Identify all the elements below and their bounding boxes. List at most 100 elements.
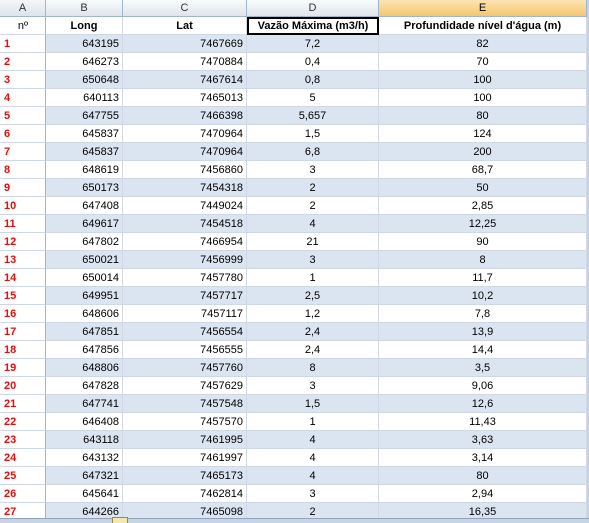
cell-profundidade[interactable]: 100	[379, 71, 587, 89]
cell-profundidade[interactable]: 68,7	[379, 161, 587, 179]
row-number[interactable]: 13	[0, 251, 46, 269]
cell-vazao[interactable]: 0,4	[247, 53, 379, 71]
row-number[interactable]: 1	[0, 35, 46, 53]
row-number[interactable]: 16	[0, 305, 46, 323]
cell-long[interactable]: 647802	[46, 233, 123, 251]
cell-profundidade[interactable]: 2,94	[379, 485, 587, 503]
row-number[interactable]: 14	[0, 269, 46, 287]
cell-profundidade[interactable]: 9,06	[379, 377, 587, 395]
cell-long[interactable]: 647408	[46, 197, 123, 215]
cell-vazao[interactable]: 0,8	[247, 71, 379, 89]
row-number[interactable]: 23	[0, 431, 46, 449]
cell-profundidade[interactable]: 80	[379, 467, 587, 485]
cell-profundidade[interactable]: 70	[379, 53, 587, 71]
cell-vazao[interactable]: 6,8	[247, 143, 379, 161]
cell-vazao[interactable]: 4	[247, 215, 379, 233]
cell-vazao[interactable]: 1,5	[247, 125, 379, 143]
header-cell-profundidade[interactable]: Profundidade nível d'água (m)	[379, 17, 587, 35]
cell-lat[interactable]: 7466954	[123, 233, 247, 251]
cell-lat[interactable]: 7470964	[123, 143, 247, 161]
row-number[interactable]: 25	[0, 467, 46, 485]
cell-vazao[interactable]: 3	[247, 161, 379, 179]
cell-lat[interactable]: 7449024	[123, 197, 247, 215]
cell-lat[interactable]: 7467669	[123, 35, 247, 53]
cell-profundidade[interactable]: 80	[379, 107, 587, 125]
cell-vazao[interactable]: 3	[247, 485, 379, 503]
cell-vazao[interactable]: 2,5	[247, 287, 379, 305]
cell-long[interactable]: 643118	[46, 431, 123, 449]
cell-long[interactable]: 648606	[46, 305, 123, 323]
row-number[interactable]: 2	[0, 53, 46, 71]
cell-long[interactable]: 648619	[46, 161, 123, 179]
cell-lat[interactable]: 7470884	[123, 53, 247, 71]
column-header-e[interactable]: E	[379, 0, 587, 17]
header-cell-number[interactable]: nº	[0, 17, 46, 35]
cell-lat[interactable]: 7457117	[123, 305, 247, 323]
cell-lat[interactable]: 7457570	[123, 413, 247, 431]
row-number[interactable]: 17	[0, 323, 46, 341]
row-number[interactable]: 22	[0, 413, 46, 431]
cell-long[interactable]: 647851	[46, 323, 123, 341]
cell-long[interactable]: 650021	[46, 251, 123, 269]
cell-lat[interactable]: 7457717	[123, 287, 247, 305]
cell-vazao[interactable]: 4	[247, 449, 379, 467]
cell-vazao[interactable]: 1	[247, 413, 379, 431]
row-number[interactable]: 26	[0, 485, 46, 503]
row-number[interactable]: 6	[0, 125, 46, 143]
cell-vazao[interactable]: 1	[247, 269, 379, 287]
cell-lat[interactable]: 7465013	[123, 89, 247, 107]
cell-lat[interactable]: 7454318	[123, 179, 247, 197]
cell-profundidade[interactable]: 13,9	[379, 323, 587, 341]
cell-long[interactable]: 646273	[46, 53, 123, 71]
cell-profundidade[interactable]: 50	[379, 179, 587, 197]
row-number[interactable]: 24	[0, 449, 46, 467]
cell-lat[interactable]: 7466398	[123, 107, 247, 125]
cell-profundidade[interactable]: 82	[379, 35, 587, 53]
cell-profundidade[interactable]: 11,43	[379, 413, 587, 431]
column-header-d[interactable]: D	[247, 0, 379, 17]
cell-profundidade[interactable]: 200	[379, 143, 587, 161]
cell-profundidade[interactable]: 8	[379, 251, 587, 269]
cell-lat[interactable]: 7457780	[123, 269, 247, 287]
header-cell-vazao-active[interactable]: Vazão Máxima (m3/h)	[247, 17, 379, 35]
cell-vazao[interactable]: 3	[247, 377, 379, 395]
row-number[interactable]: 9	[0, 179, 46, 197]
insert-sheet-icon[interactable]	[112, 517, 128, 523]
cell-lat[interactable]: 7454518	[123, 215, 247, 233]
row-number[interactable]: 21	[0, 395, 46, 413]
cell-lat[interactable]: 7456999	[123, 251, 247, 269]
cell-profundidade[interactable]: 7,8	[379, 305, 587, 323]
row-number[interactable]: 12	[0, 233, 46, 251]
row-number[interactable]: 10	[0, 197, 46, 215]
cell-lat[interactable]: 7462814	[123, 485, 247, 503]
cell-long[interactable]: 650014	[46, 269, 123, 287]
cell-profundidade[interactable]: 3,63	[379, 431, 587, 449]
cell-long[interactable]: 648806	[46, 359, 123, 377]
cell-profundidade[interactable]: 14,4	[379, 341, 587, 359]
cell-long[interactable]: 645641	[46, 485, 123, 503]
cell-vazao[interactable]: 5	[247, 89, 379, 107]
cell-profundidade[interactable]: 12,25	[379, 215, 587, 233]
cell-long[interactable]: 643132	[46, 449, 123, 467]
cell-long[interactable]: 646408	[46, 413, 123, 431]
row-number[interactable]: 11	[0, 215, 46, 233]
row-number[interactable]: 18	[0, 341, 46, 359]
cell-long[interactable]: 647755	[46, 107, 123, 125]
cell-vazao[interactable]: 2,4	[247, 341, 379, 359]
cell-long[interactable]: 643195	[46, 35, 123, 53]
row-number[interactable]: 20	[0, 377, 46, 395]
cell-profundidade[interactable]: 11,7	[379, 269, 587, 287]
row-number[interactable]: 7	[0, 143, 46, 161]
cell-vazao[interactable]: 8	[247, 359, 379, 377]
cell-long[interactable]: 649951	[46, 287, 123, 305]
cell-lat[interactable]: 7456860	[123, 161, 247, 179]
cell-lat[interactable]: 7461995	[123, 431, 247, 449]
cell-lat[interactable]: 7457629	[123, 377, 247, 395]
row-number[interactable]: 19	[0, 359, 46, 377]
cell-long[interactable]: 640113	[46, 89, 123, 107]
cell-vazao[interactable]: 21	[247, 233, 379, 251]
cell-profundidade[interactable]: 100	[379, 89, 587, 107]
cell-long[interactable]: 649617	[46, 215, 123, 233]
cell-profundidade[interactable]: 124	[379, 125, 587, 143]
